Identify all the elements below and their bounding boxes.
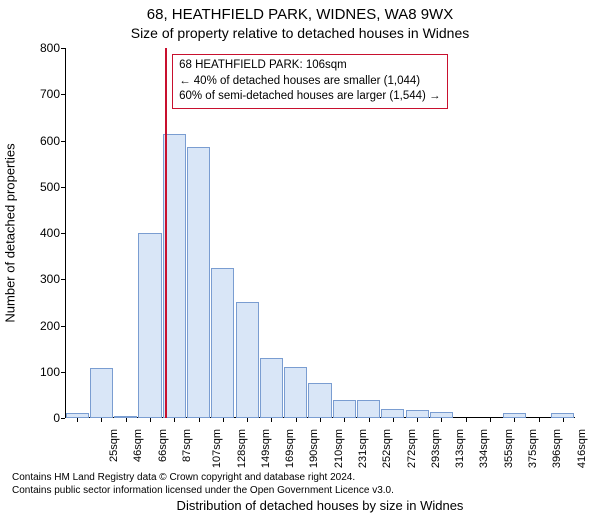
y-tick-label: 700	[40, 87, 60, 101]
reference-line	[165, 48, 167, 418]
x-tick-mark	[563, 418, 564, 422]
y-axis: 0100200300400500600700800	[25, 48, 65, 418]
footer-line-1: Contains HM Land Registry data © Crown c…	[12, 471, 394, 484]
x-tick-label: 272sqm	[406, 429, 418, 468]
y-tick-mark	[61, 141, 65, 142]
bar	[211, 268, 234, 418]
x-tick-mark	[539, 418, 540, 422]
x-tick-label: 293sqm	[430, 429, 442, 468]
y-axis-label: Number of detached properties	[3, 143, 18, 322]
x-axis-label: Distribution of detached houses by size …	[177, 498, 464, 513]
x-tick-mark	[393, 418, 394, 422]
x-tick-label: 210sqm	[333, 429, 345, 468]
x-tick-mark	[490, 418, 491, 422]
bar	[333, 400, 356, 419]
plot-area: 68 HEATHFIELD PARK: 106sqm← 40% of detac…	[65, 48, 575, 418]
y-tick-mark	[61, 94, 65, 95]
x-tick-mark	[466, 418, 467, 422]
bar	[260, 358, 283, 418]
x-axis: 25sqm 46sqm 66sqm 87sqm 107sqm 128sqm 149sqm 16…	[65, 418, 575, 468]
x-tick-label: 416sqm	[576, 429, 588, 468]
bar	[236, 302, 259, 418]
y-tick-label: 100	[40, 365, 60, 379]
bar	[357, 400, 380, 418]
y-tick-label: 800	[40, 41, 60, 55]
x-tick-label: 46sqm	[132, 429, 144, 462]
footer-text: Contains HM Land Registry data © Crown c…	[12, 471, 394, 497]
x-tick-label: 169sqm	[284, 429, 296, 468]
x-tick-mark	[150, 418, 151, 422]
x-tick-label: 334sqm	[479, 429, 491, 468]
x-tick-mark	[344, 418, 345, 422]
y-tick-label: 500	[40, 180, 60, 194]
bar	[308, 383, 331, 418]
x-tick-label: 375sqm	[527, 429, 539, 468]
info-box-line: 68 HEATHFIELD PARK: 106sqm	[179, 58, 440, 74]
y-tick-label: 0	[53, 411, 60, 425]
x-tick-label: 25sqm	[108, 429, 120, 462]
x-tick-mark	[199, 418, 200, 422]
chart-title: 68, HEATHFIELD PARK, WIDNES, WA8 9WX	[0, 0, 600, 23]
x-tick-label: 252sqm	[381, 429, 393, 468]
x-tick-mark	[101, 418, 102, 422]
y-tick-label: 300	[40, 272, 60, 286]
info-box-line: ← 40% of detached houses are smaller (1,…	[179, 74, 440, 90]
x-tick-mark	[441, 418, 442, 422]
y-tick-mark	[61, 279, 65, 280]
x-tick-label: 87sqm	[181, 429, 193, 462]
x-tick-label: 149sqm	[260, 429, 272, 468]
x-tick-mark	[514, 418, 515, 422]
y-tick-mark	[61, 372, 65, 373]
x-tick-label: 231sqm	[357, 429, 369, 468]
x-tick-mark	[126, 418, 127, 422]
x-tick-label: 190sqm	[309, 429, 321, 468]
x-tick-mark	[417, 418, 418, 422]
y-tick-label: 400	[40, 226, 60, 240]
y-tick-mark	[61, 326, 65, 327]
x-tick-label: 107sqm	[211, 429, 223, 468]
x-tick-label: 396sqm	[551, 429, 563, 468]
info-box-line: 60% of semi-detached houses are larger (…	[179, 89, 440, 105]
x-tick-label: 128sqm	[236, 429, 248, 468]
bar	[406, 410, 429, 418]
bar	[138, 233, 161, 418]
x-tick-mark	[223, 418, 224, 422]
chart-container: 68, HEATHFIELD PARK, WIDNES, WA8 9WX Siz…	[0, 0, 600, 500]
bar	[90, 368, 113, 418]
x-tick-mark	[174, 418, 175, 422]
info-box: 68 HEATHFIELD PARK: 106sqm← 40% of detac…	[172, 54, 447, 109]
bar	[284, 367, 307, 418]
x-tick-mark	[247, 418, 248, 422]
x-tick-mark	[296, 418, 297, 422]
y-tick-mark	[61, 233, 65, 234]
y-tick-mark	[61, 48, 65, 49]
bar	[187, 147, 210, 418]
y-tick-label: 600	[40, 134, 60, 148]
x-tick-label: 66sqm	[157, 429, 169, 462]
x-tick-label: 355sqm	[503, 429, 515, 468]
x-tick-mark	[271, 418, 272, 422]
x-tick-mark	[77, 418, 78, 422]
x-tick-mark	[320, 418, 321, 422]
footer-line-2: Contains public sector information licen…	[12, 484, 394, 497]
x-tick-label: 313sqm	[454, 429, 466, 468]
chart-subtitle: Size of property relative to detached ho…	[0, 23, 600, 41]
x-tick-mark	[369, 418, 370, 422]
y-tick-mark	[61, 187, 65, 188]
bar	[381, 409, 404, 418]
chart-area: Number of detached properties 68 HEATHFI…	[65, 48, 575, 418]
y-tick-label: 200	[40, 319, 60, 333]
